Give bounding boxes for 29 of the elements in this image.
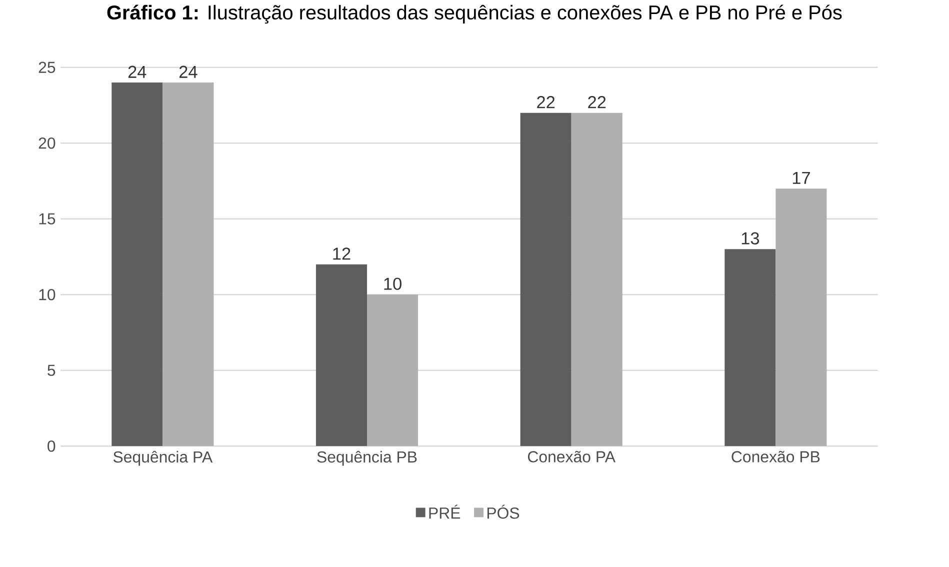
y-tick-label: 0 bbox=[48, 440, 56, 452]
x-tick-label: Conexão PB bbox=[732, 450, 820, 462]
data-label: 17 bbox=[792, 172, 810, 184]
bar bbox=[571, 112, 622, 446]
data-label: 12 bbox=[333, 248, 350, 260]
x-tick-label: Conexão PA bbox=[528, 450, 616, 462]
y-tick-label: 25 bbox=[38, 62, 56, 73]
y-tick-label: 10 bbox=[39, 288, 56, 300]
x-tick-label: Sequência PA bbox=[113, 450, 213, 466]
data-label: 22 bbox=[588, 96, 606, 108]
chart-title: Gráfico 1: Ilustração resultados das sequências e conexões PA e PB no Pré e Pós bbox=[107, 4, 842, 24]
bar bbox=[162, 82, 214, 446]
data-label: 13 bbox=[742, 232, 760, 244]
bar bbox=[316, 264, 368, 446]
bar bbox=[724, 249, 776, 446]
data-label: 24 bbox=[128, 66, 146, 78]
y-tick-label: 5 bbox=[48, 364, 56, 376]
legend-label: PRÉ bbox=[429, 504, 460, 519]
data-label: 10 bbox=[384, 278, 402, 290]
x-tick-label: Sequência PB bbox=[317, 450, 417, 466]
bar bbox=[776, 188, 827, 446]
bar bbox=[112, 82, 163, 446]
bar bbox=[520, 112, 572, 446]
data-label: 22 bbox=[537, 96, 555, 108]
y-tick-label: 15 bbox=[39, 213, 56, 224]
y-tick-label: 20 bbox=[38, 137, 56, 149]
bar bbox=[367, 294, 418, 446]
data-label: 24 bbox=[179, 66, 198, 78]
legend-label: PÓS bbox=[487, 504, 520, 519]
